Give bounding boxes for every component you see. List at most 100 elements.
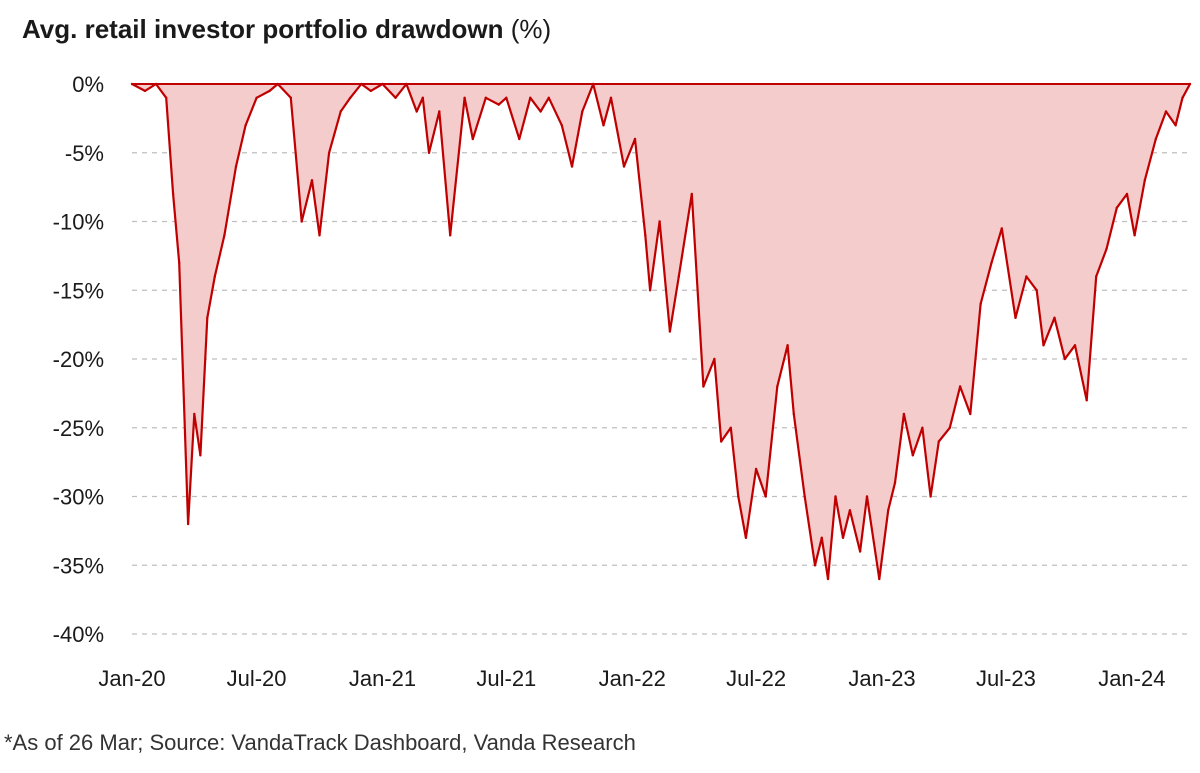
data-point [154,82,158,86]
data-point [186,522,190,526]
data-point [1125,192,1129,196]
data-point [1164,110,1168,113]
y-tick-label: -15% [53,278,104,303]
data-point [1025,275,1028,278]
data-point [1085,399,1088,402]
x-tick-label: Jan-23 [848,666,915,691]
x-tick-label: Jan-20 [98,666,165,691]
x-tick-label: Jul-20 [227,666,287,691]
data-point [484,96,487,100]
data-point [937,440,940,443]
data-point [327,151,331,154]
data-point [421,96,424,100]
data-point [1154,137,1158,141]
data-point [300,220,303,223]
data-point [1105,247,1108,251]
data-point [360,82,363,86]
data-point [858,550,862,553]
data-point [902,412,906,416]
data-point [505,96,508,100]
data-point [276,82,279,86]
data-point [415,110,418,113]
data-point [471,137,474,141]
data-point [1143,179,1147,182]
data-point [547,96,550,100]
data-point [841,536,845,539]
data-point [193,412,196,416]
data-point [803,495,806,498]
data-point [539,110,542,113]
data-point [921,426,924,429]
data-point [754,467,758,471]
data-point [592,82,595,86]
data-point [268,89,271,93]
data-point [349,96,352,100]
data-point [878,577,881,581]
data-point [369,89,372,93]
data-point [969,412,972,416]
x-tick-label: Jan-24 [1098,666,1165,691]
data-point [990,261,993,264]
chart-title-main: Avg. retail investor portfolio drawdown [22,14,504,44]
chart-title: Avg. retail investor portfolio drawdown … [22,14,551,45]
data-point [813,564,817,567]
x-tick-label: Jul-22 [726,666,786,691]
data-point [911,454,914,457]
data-point [1000,227,1003,230]
data-point [648,289,652,292]
data-point [820,536,823,539]
data-point [427,151,431,154]
data-point [497,103,500,106]
data-point [979,302,982,306]
x-axis: Jan-20 Jul-20 Jan-21 Jul-21 Jan-22 Jul-22 Jan-… [98,666,1165,691]
data-point [764,495,767,498]
data-point [1095,275,1098,278]
data-point [644,234,647,237]
data-point [206,316,209,319]
data-point [744,536,748,539]
data-point [581,110,584,113]
drawdown-line [131,82,1191,581]
data-point [449,234,452,237]
data-point [1042,344,1045,347]
data-point [1053,316,1056,319]
data-point [310,179,314,182]
data-point [381,82,384,86]
drawdown-area [132,84,1190,579]
data-point [948,426,951,429]
data-point [958,385,962,388]
data-point [826,577,830,581]
data-point [405,82,408,86]
data-point [244,124,247,127]
data-point [438,110,441,113]
data-point [199,454,202,457]
data-point [834,495,837,498]
data-point [792,412,795,416]
data-point [1035,289,1038,292]
data-point [887,509,890,512]
data-point [893,481,897,484]
data-point [529,96,532,100]
data-point [602,124,605,127]
data-point [668,330,672,333]
data-point [463,96,466,100]
data-point [786,344,789,347]
y-tick-label: -5% [65,141,104,166]
data-point [713,357,716,361]
data-point [223,234,226,237]
data-point [677,275,680,278]
y-tick-label: -10% [53,210,104,235]
data-point [289,96,292,100]
y-tick-label: -30% [53,485,104,510]
y-tick-label: -35% [53,553,104,578]
data-point [737,495,740,498]
data-point [339,110,342,113]
data-point [776,385,779,388]
data-point [234,165,238,168]
data-point [518,137,521,141]
data-point [929,495,932,498]
data-point [1063,357,1067,361]
x-tick-label: Jul-21 [476,666,536,691]
data-point [178,261,181,264]
data-point [622,165,626,168]
